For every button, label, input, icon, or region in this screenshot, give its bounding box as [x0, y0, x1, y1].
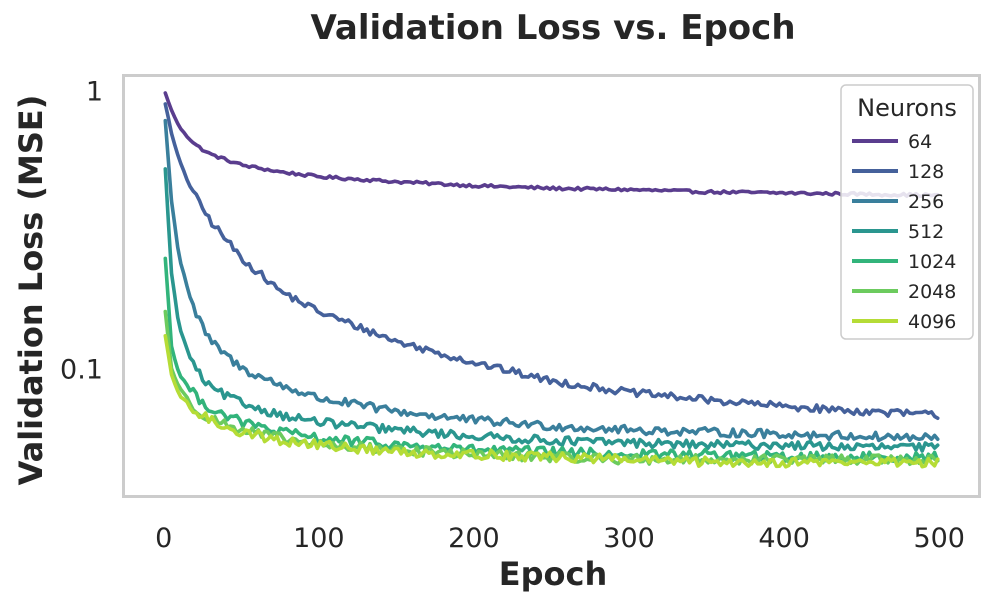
x-tick-label: 0 [155, 523, 172, 554]
y-axis-ticks: 0.11 [60, 77, 103, 386]
legend-box [840, 84, 974, 340]
y-tick-label: 0.1 [60, 354, 103, 385]
series-line-512 [163, 167, 940, 453]
series-line-64 [163, 91, 940, 198]
legend: Neurons 64 128 256 512 1024 2048 4096 [840, 84, 974, 340]
series-line-128 [163, 102, 940, 421]
y-axis-label: Validation Loss (MSE) [12, 95, 50, 486]
legend-label-128: 128 [908, 161, 944, 183]
x-tick-label: 300 [603, 523, 655, 554]
legend-title: Neurons [857, 94, 957, 122]
legend-label-2048: 2048 [908, 281, 956, 303]
x-tick-label: 200 [448, 523, 500, 554]
legend-label-1024: 1024 [908, 251, 956, 273]
x-tick-label: 500 [913, 523, 965, 554]
x-axis-label: Epoch [499, 555, 608, 593]
chart-title: Validation Loss vs. Epoch [310, 8, 795, 48]
x-tick-label: 100 [293, 523, 345, 554]
series-group [163, 91, 940, 469]
legend-label-512: 512 [908, 221, 944, 243]
series-line-4096 [163, 333, 940, 469]
y-tick-label: 1 [86, 77, 103, 108]
legend-label-64: 64 [908, 131, 932, 153]
legend-label-256: 256 [908, 191, 944, 213]
x-axis-ticks: 0 100 200 300 400 500 [155, 523, 965, 554]
series-line-256 [163, 118, 940, 443]
x-tick-label: 400 [758, 523, 810, 554]
legend-label-4096: 4096 [908, 311, 956, 333]
